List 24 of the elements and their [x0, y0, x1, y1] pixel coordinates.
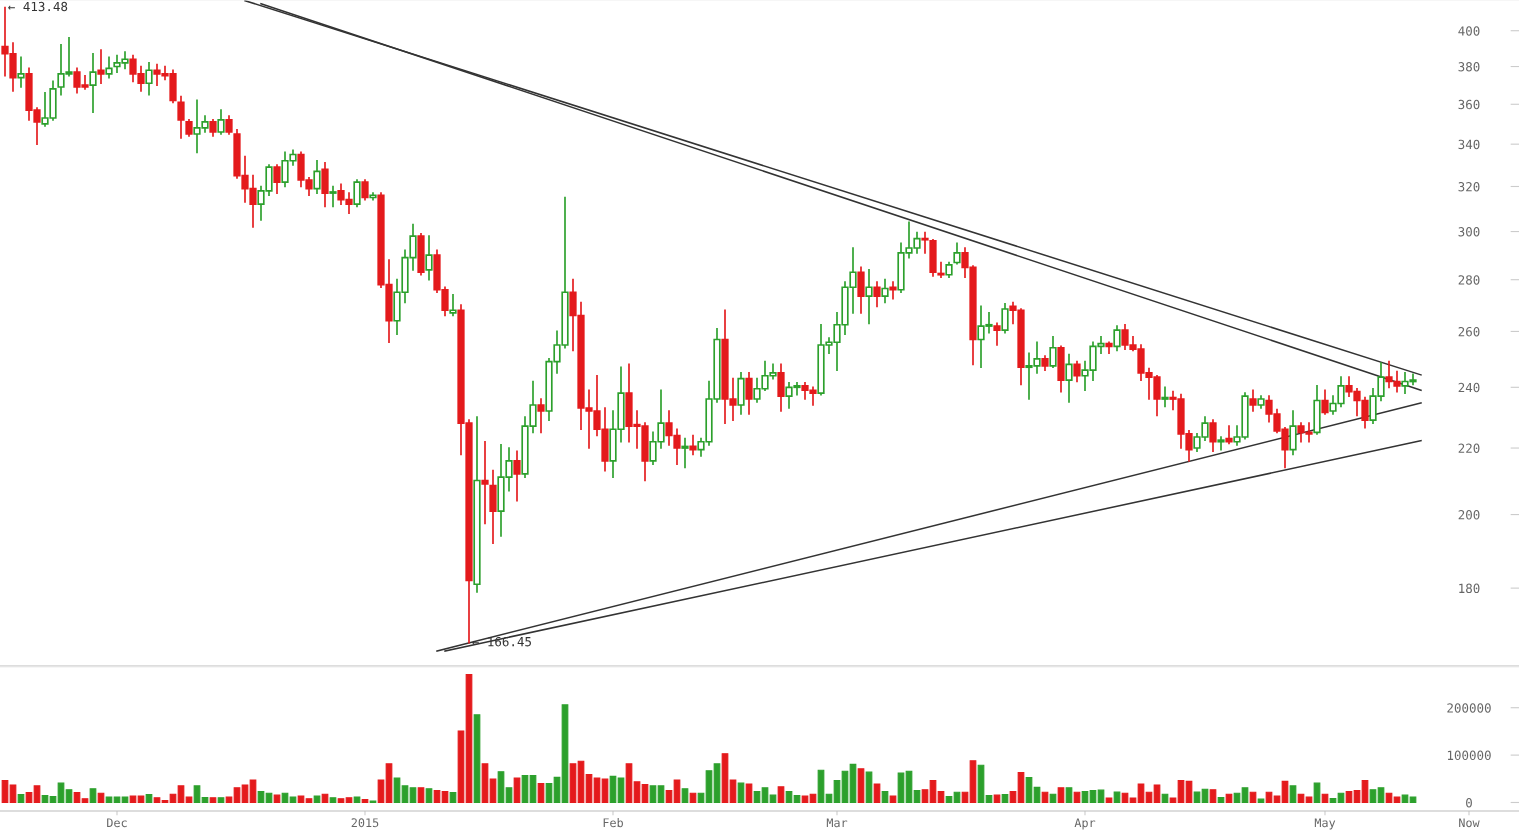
x-tick-label: May: [1314, 818, 1336, 830]
y-tick-label: 0: [1466, 797, 1472, 808]
y-tick-label: 180: [1459, 583, 1480, 594]
x-tick-label: Mar: [826, 818, 848, 828]
y-tick-label: 200000: [1447, 703, 1491, 713]
y-tick-label: 320: [1458, 181, 1480, 192]
y-tick-label: 240: [1458, 382, 1480, 393]
x-tick-label: 2015: [351, 818, 379, 828]
x-tick-label: Now: [1459, 818, 1480, 828]
y-tick-label: 260: [1458, 326, 1480, 337]
y-tick-label: 100000: [1447, 750, 1491, 761]
y-tick-label: 400: [1458, 26, 1480, 36]
y-tick-label: 280: [1458, 275, 1480, 285]
y-tick-label: 200: [1458, 510, 1480, 520]
y-tick-label: 360: [1458, 99, 1480, 110]
annotation: ← 166.45: [472, 636, 531, 647]
y-tick-label: 300: [1458, 227, 1480, 237]
y-tick-label: 340: [1458, 139, 1480, 150]
y-tick-label: 380: [1458, 62, 1480, 72]
x-tick-label: Feb: [603, 818, 623, 828]
x-tick-label: Dec: [107, 818, 127, 828]
y-tick-label: 220: [1458, 443, 1480, 453]
annotation: ← 413.48: [8, 1, 68, 12]
x-tick-label: Apr: [1074, 818, 1096, 830]
